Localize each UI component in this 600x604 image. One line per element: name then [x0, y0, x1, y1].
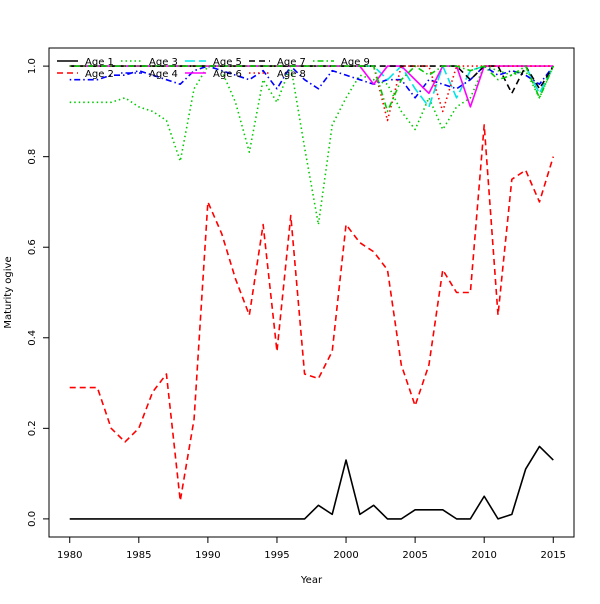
- legend-label-age-5: Age 5: [213, 57, 242, 68]
- x-tick-label: 1990: [195, 550, 220, 561]
- plot-frame: [48, 47, 575, 538]
- legend-label-age-8: Age 8: [277, 69, 306, 80]
- legend-label-age-7: Age 7: [277, 57, 306, 68]
- series-line-age-4: [69, 65, 554, 99]
- y-tick-label: 0.2: [27, 420, 38, 436]
- legend-label-age-2: Age 2: [85, 69, 114, 80]
- y-tick-label: 0.0: [27, 511, 38, 527]
- y-axis: 0.0 0.2 0.4 0.6 0.8 1.0: [27, 58, 50, 527]
- series-line-age-8: [69, 65, 554, 122]
- series-line-age-7: [69, 65, 554, 95]
- x-tick-label: 2010: [471, 550, 496, 561]
- series-line-age-9: [69, 65, 555, 113]
- legend-label-age-4: Age 4: [149, 69, 178, 80]
- x-axis: 1980 1985 1990 1995 2000 2005 2010 2015: [57, 536, 566, 561]
- legend-label-age-3: Age 3: [149, 57, 178, 68]
- x-tick-label: 1980: [57, 550, 82, 561]
- legend-label-age-6: Age 6: [213, 69, 242, 80]
- y-axis-label: Maturity ogive: [3, 256, 14, 328]
- x-axis-label: Year: [300, 575, 323, 586]
- y-tick-label: 1.0: [27, 58, 38, 74]
- y-tick-label: 0.8: [27, 149, 38, 165]
- legend-label-age-9: Age 9: [341, 57, 370, 68]
- x-tick-label: 1985: [126, 550, 151, 561]
- series-line-age-2: [69, 124, 555, 502]
- y-tick-label: 0.4: [27, 330, 38, 346]
- y-tick-label: 0.6: [27, 239, 38, 255]
- series-line-age-1: [69, 445, 554, 520]
- series-line-age-3: [69, 65, 555, 226]
- series-layer: [69, 65, 555, 520]
- x-tick-label: 1995: [264, 550, 289, 561]
- x-tick-label: 2005: [402, 550, 427, 561]
- legend-label-age-1: Age 1: [85, 57, 114, 68]
- x-tick-label: 2000: [333, 550, 358, 561]
- x-tick-label: 2015: [541, 550, 566, 561]
